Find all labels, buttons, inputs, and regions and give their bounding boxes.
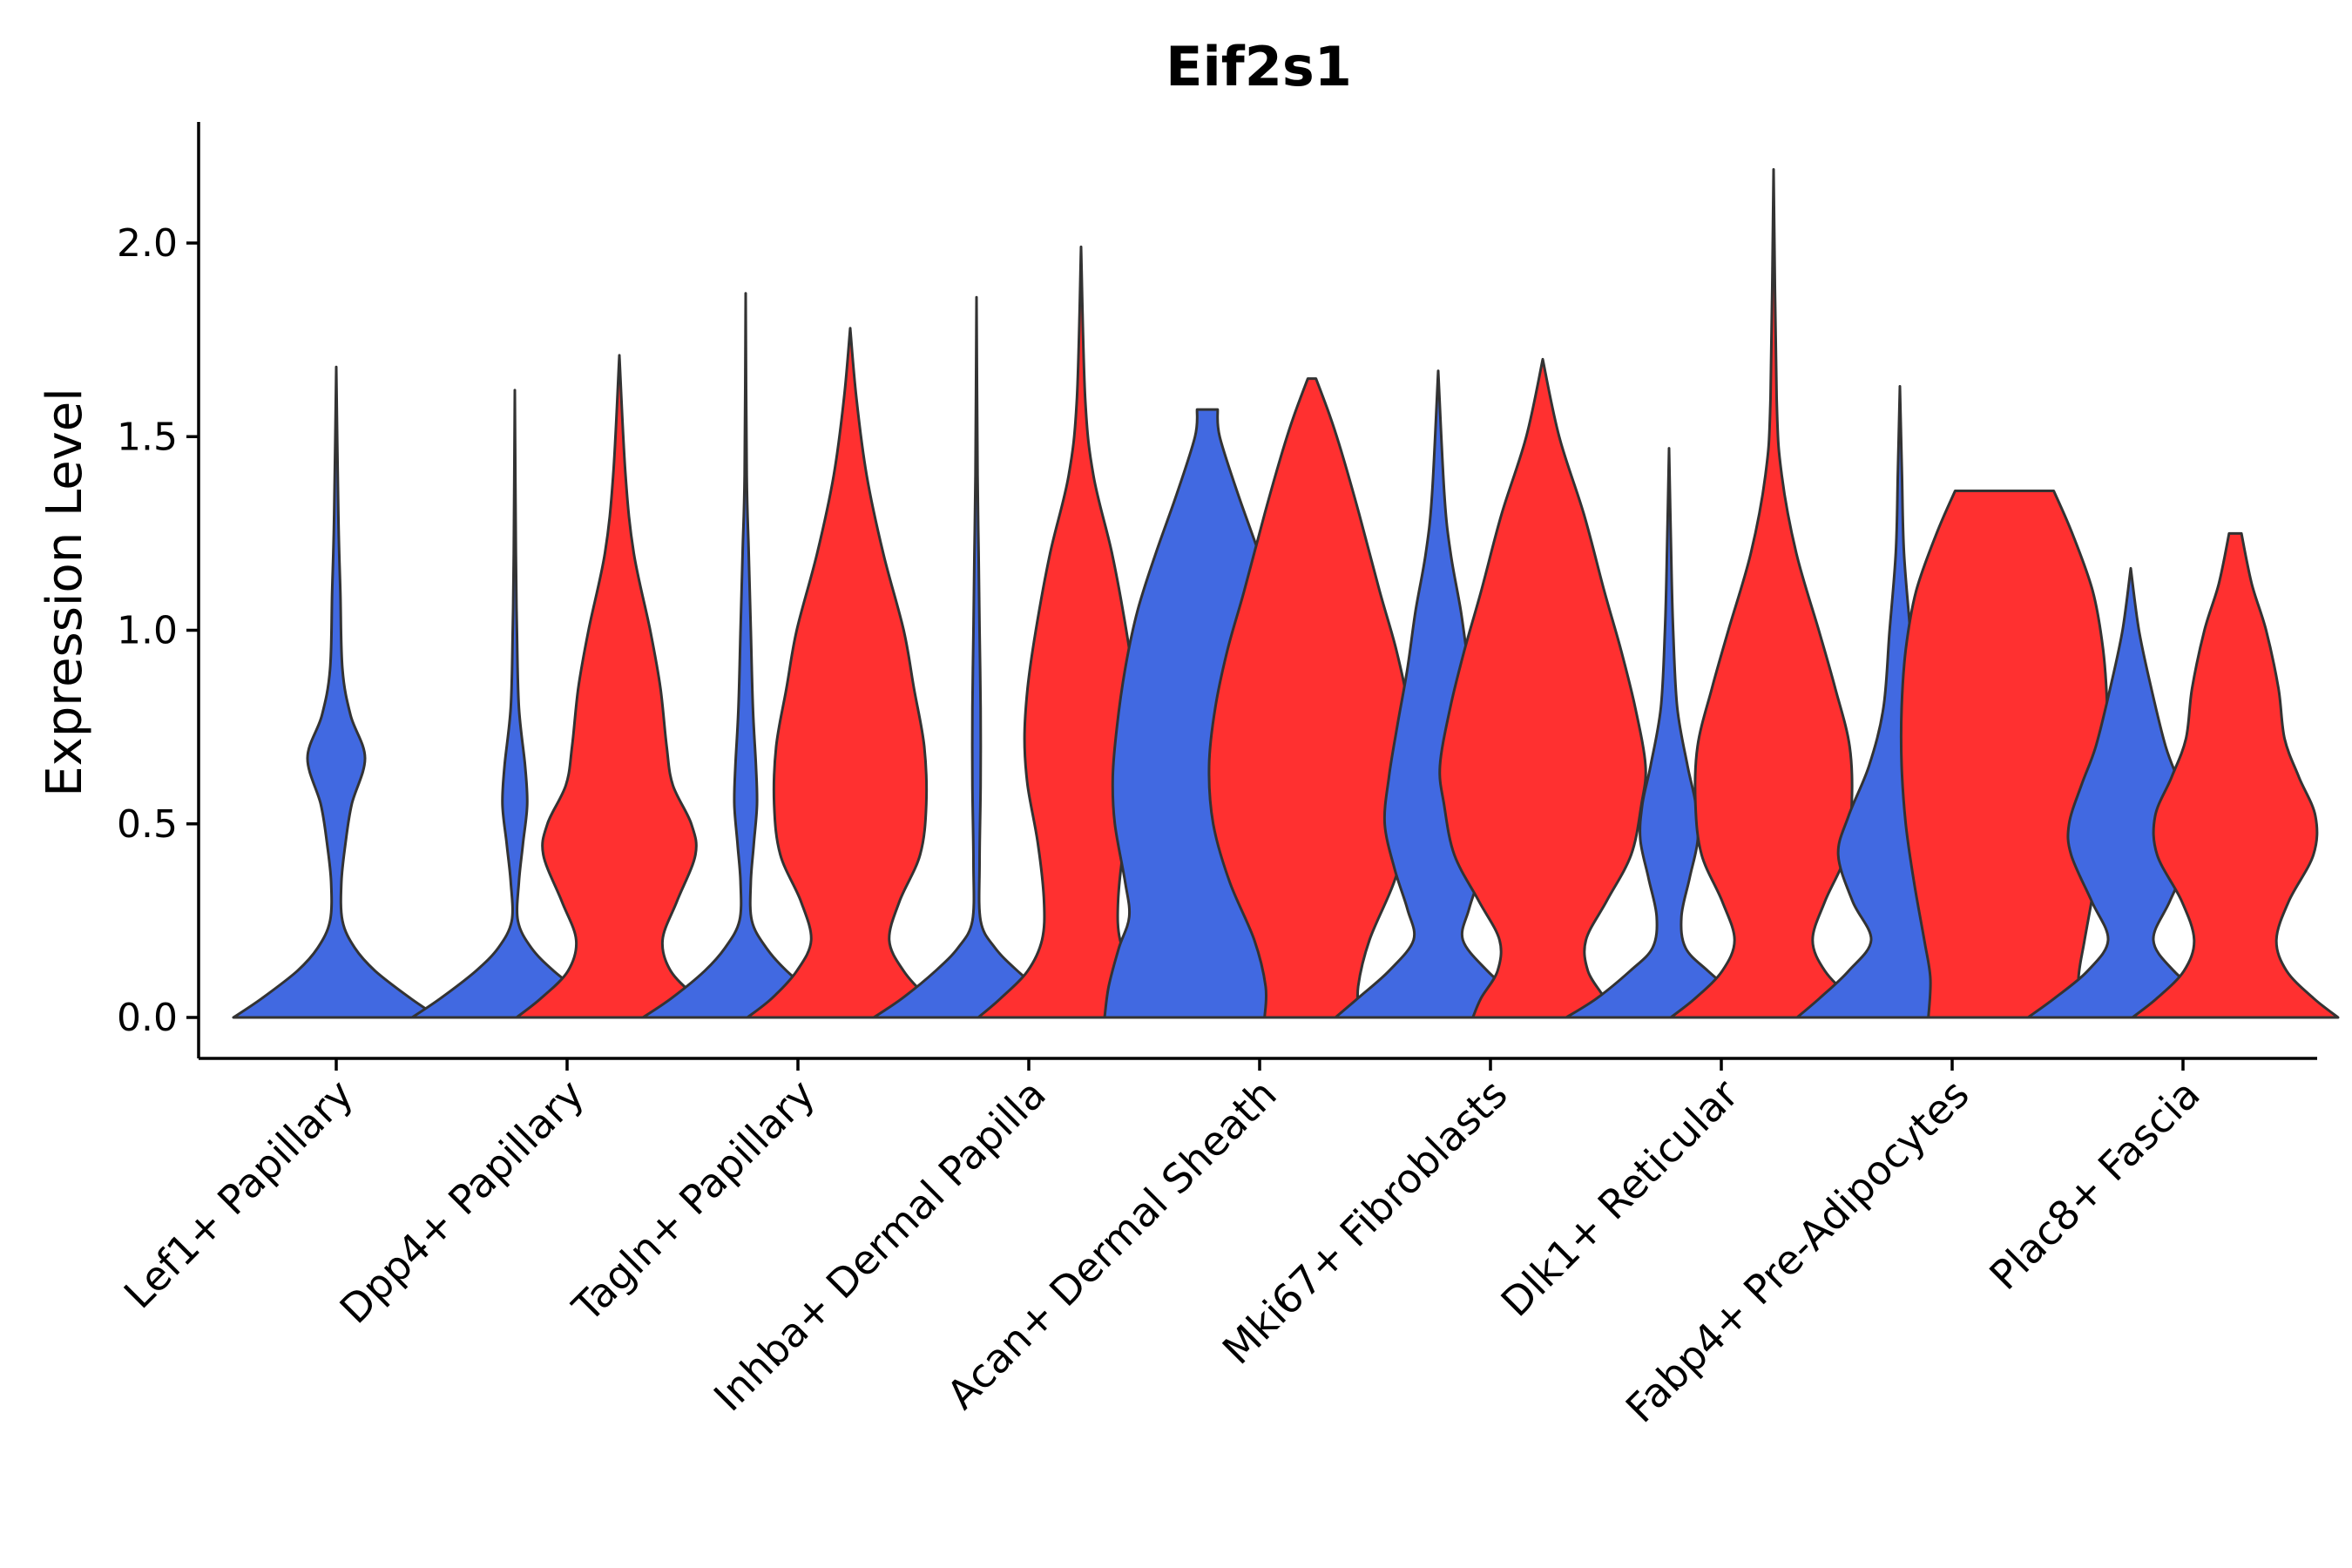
violin-group1-3	[872, 295, 1081, 1019]
x-tick-label: Tagln+ Papillary	[563, 1071, 824, 1332]
violin-group1-0	[232, 365, 441, 1019]
violin-group1-8	[2026, 566, 2235, 1019]
y-tick-label: 0.0	[117, 996, 178, 1040]
x-tick-label: Dlk1+ Reticular	[1492, 1071, 1747, 1326]
violins-group	[232, 168, 2340, 1019]
y-tick-label: 0.5	[117, 802, 178, 847]
violin-group2-8	[2131, 531, 2340, 1019]
violin-group2-7	[1899, 490, 2110, 1019]
violin-group2-2	[746, 327, 955, 1019]
violin-group2-6	[1669, 168, 1878, 1019]
violin-group1-1	[410, 389, 619, 1019]
y-axis-label: Expression Level	[37, 388, 93, 797]
y-tick-label: 2.0	[117, 221, 178, 266]
chart-title: Eif2s1	[1166, 35, 1352, 98]
x-tick-label: Lef1+ Papillary	[115, 1071, 362, 1318]
y-tick-label: 1.5	[117, 415, 178, 459]
violin-group1-6	[1565, 447, 1774, 1019]
violin-group2-1	[515, 354, 724, 1019]
violin-group1-2	[641, 292, 850, 1019]
y-tick-label: 1.0	[117, 609, 178, 653]
x-tick-label: Dpp4+ Papillary	[331, 1071, 593, 1333]
x-tick-label: Plac8+ Fascia	[1980, 1071, 2208, 1299]
violin-group2-5	[1438, 357, 1647, 1019]
